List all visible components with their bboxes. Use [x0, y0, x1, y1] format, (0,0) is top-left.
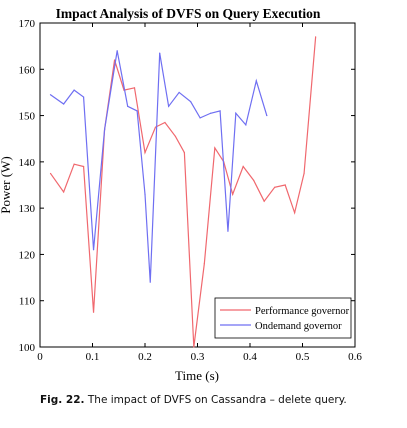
data-point — [133, 87, 136, 89]
data-point — [63, 103, 65, 105]
data-point — [183, 152, 185, 154]
x-tick-label: 0.3 — [191, 351, 205, 363]
data-point — [214, 147, 216, 149]
legend-entry-label: Ondemand governor — [255, 321, 342, 332]
data-point — [63, 191, 65, 193]
data-point — [266, 114, 268, 117]
data-point — [235, 112, 237, 114]
data-point — [174, 135, 177, 137]
x-tick-label: 0.5 — [296, 351, 310, 363]
data-point — [82, 165, 85, 168]
data-point — [92, 311, 95, 313]
data-point — [242, 165, 244, 168]
x-axis-label: Time (s) — [175, 368, 219, 383]
series-layer — [49, 36, 317, 348]
data-point — [303, 172, 305, 175]
data-point — [284, 184, 286, 186]
data-point — [103, 128, 106, 131]
data-point — [73, 89, 75, 91]
data-point — [144, 152, 146, 154]
x-axis: 0 0.1 0.2 0.3 0.4 0.5 0.6 — [37, 23, 362, 363]
figure-caption: Fig. 22. The impact of DVFS on Cassandra… — [40, 394, 400, 406]
y-tick-label: 120 — [19, 249, 36, 261]
data-point — [127, 105, 129, 107]
y-tick-label: 150 — [19, 111, 36, 123]
caption-label: Fig. 22. — [40, 394, 85, 406]
y-tick-label: 170 — [19, 18, 36, 30]
data-point — [193, 346, 195, 348]
data-point — [149, 281, 151, 283]
y-axis-label: Power (W) — [0, 156, 13, 213]
x-tick-label: 0.4 — [243, 351, 257, 363]
data-point — [190, 101, 192, 103]
data-point — [294, 212, 296, 214]
caption-text: The impact of DVFS on Cassandra – delete… — [87, 394, 347, 406]
y-tick-label: 160 — [19, 64, 36, 76]
data-point — [274, 186, 276, 188]
data-point — [210, 112, 212, 114]
legend-box — [214, 297, 352, 339]
data-point — [113, 59, 116, 61]
chart-title: Impact Analysis of DVFS on Query Executi… — [56, 6, 321, 21]
y-tick-label: 100 — [19, 342, 36, 354]
data-point — [178, 91, 180, 94]
data-point — [49, 172, 52, 175]
data-point — [154, 126, 157, 128]
data-point — [144, 193, 146, 195]
data-point — [227, 230, 229, 232]
data-point — [253, 179, 255, 181]
x-tick-label: 0 — [37, 351, 43, 363]
x-tick-label: 0.6 — [348, 351, 362, 363]
data-point — [245, 124, 247, 126]
legend-entry-label: Performance governor — [255, 306, 350, 317]
y-tick-label: 130 — [19, 203, 36, 215]
y-axis: 100 110 120 130 140 150 160 170 — [19, 18, 355, 354]
data-point — [315, 36, 317, 38]
y-tick-label: 140 — [19, 157, 36, 169]
data-point — [232, 193, 234, 195]
y-tick-label: 110 — [19, 296, 36, 308]
data-point — [92, 249, 95, 251]
data-point — [159, 52, 161, 54]
data-point — [219, 110, 221, 112]
data-point — [199, 117, 201, 119]
data-point — [82, 96, 85, 98]
legend: Performance governor Ondemand governor — [214, 297, 352, 339]
x-tick-label: 0.1 — [86, 351, 100, 363]
data-point — [49, 94, 52, 96]
data-point — [263, 200, 265, 202]
data-point — [116, 50, 118, 52]
data-point — [168, 105, 170, 107]
data-point — [203, 263, 205, 265]
data-point — [255, 80, 257, 82]
x-tick-label: 0.2 — [138, 351, 152, 363]
data-point — [164, 121, 166, 124]
data-point — [73, 163, 75, 165]
data-point — [136, 110, 138, 112]
